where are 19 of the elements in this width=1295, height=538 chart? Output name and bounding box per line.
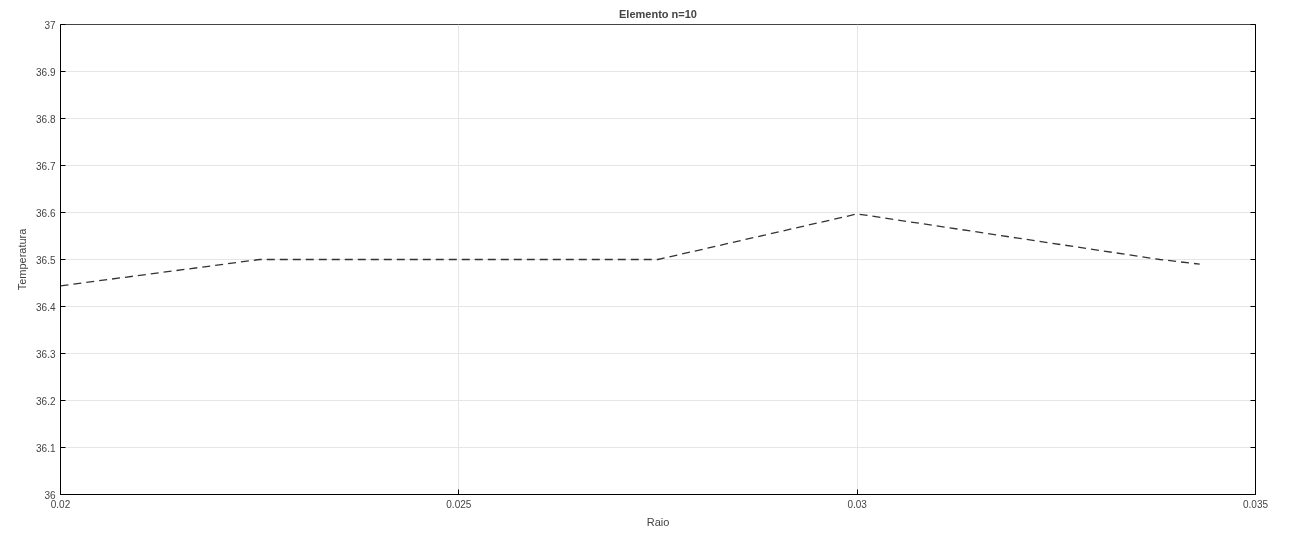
line-series bbox=[60, 213, 1201, 287]
y-tick-label: 36.3 bbox=[36, 348, 56, 360]
x-tick-label: 0.02 bbox=[50, 498, 71, 510]
chart-title: Elemento n=10 bbox=[619, 7, 697, 20]
y-tick-label: 36.7 bbox=[36, 160, 56, 172]
y-tick-label: 36.1 bbox=[36, 442, 56, 454]
x-tick-label: 0.035 bbox=[1242, 498, 1269, 510]
y-tick-label: 36.5 bbox=[36, 254, 56, 266]
y-tick-label: 36.8 bbox=[36, 113, 56, 125]
y-tick-label: 37 bbox=[44, 19, 56, 31]
y-tick-label: 36 bbox=[44, 489, 56, 501]
x-axis-title: Raio bbox=[646, 515, 670, 528]
y-tick-label: 36.4 bbox=[36, 301, 56, 313]
y-axis-title: Temperatura bbox=[16, 227, 29, 291]
y-tick-label: 36.6 bbox=[36, 207, 56, 219]
y-tick-label: 36.9 bbox=[36, 66, 56, 78]
y-tick-label: 36.2 bbox=[36, 395, 56, 407]
x-tick-label: 0.03 bbox=[847, 498, 868, 510]
x-tick-label: 0.025 bbox=[446, 498, 472, 510]
